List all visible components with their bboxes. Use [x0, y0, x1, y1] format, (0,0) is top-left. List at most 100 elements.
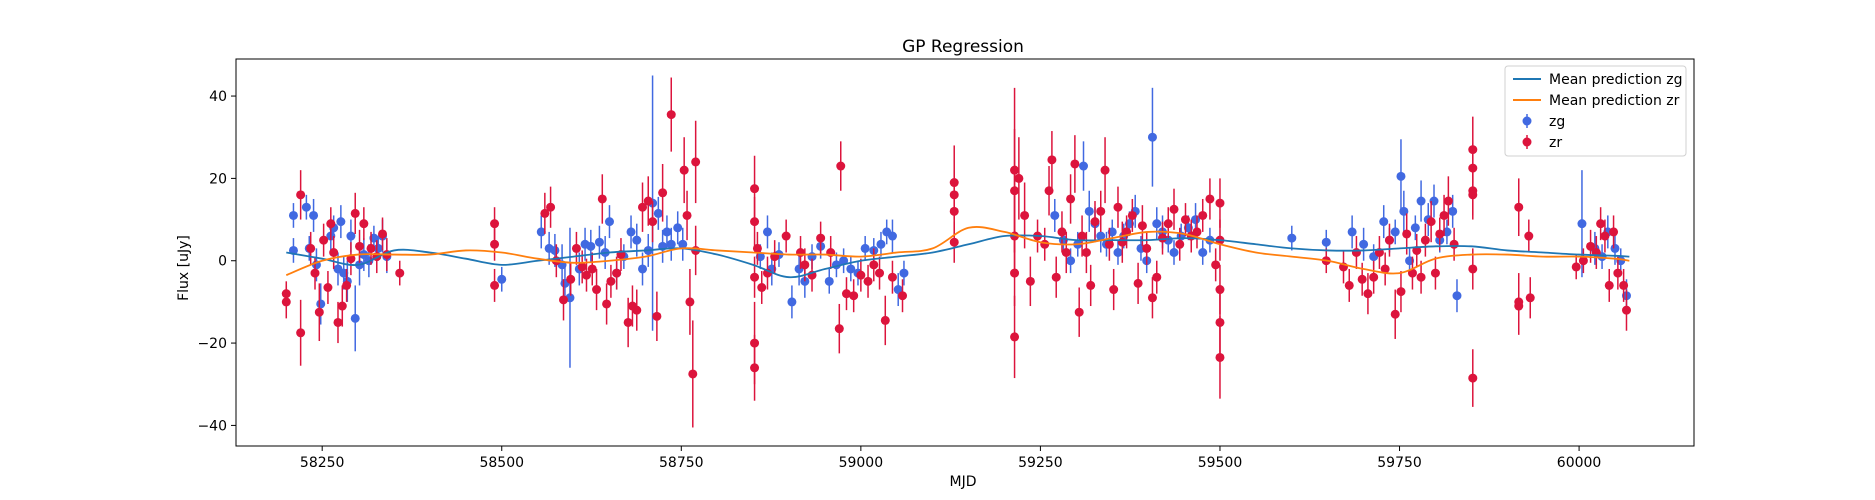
zr-point	[1113, 202, 1123, 212]
y-tick-label: 20	[209, 171, 227, 187]
zg-point	[887, 231, 897, 241]
zr-point	[816, 233, 826, 243]
zr-point	[1211, 260, 1221, 270]
x-tick-label: 60000	[1557, 455, 1602, 471]
zr-point	[752, 243, 762, 253]
zg-point	[824, 276, 834, 286]
zr-point	[581, 270, 591, 280]
zg-point	[1396, 171, 1406, 181]
zg-point	[1448, 206, 1458, 216]
zr-point	[1384, 235, 1394, 245]
zr-point	[1025, 276, 1035, 286]
zr-point	[1468, 190, 1478, 200]
zr-point	[378, 229, 388, 239]
zr-point	[1420, 235, 1430, 245]
zg-point	[678, 239, 688, 249]
zr-point	[566, 274, 576, 284]
zr-point	[1169, 204, 1179, 214]
legend-label: Mean prediction zg	[1549, 72, 1683, 88]
line-mean-prediction-zr	[285, 226, 1630, 276]
zr-point	[1407, 268, 1417, 278]
zr-point	[329, 248, 339, 257]
zr-point	[1175, 239, 1185, 249]
zg-point	[1084, 206, 1094, 216]
zr-point	[863, 276, 873, 286]
zr-point	[1416, 272, 1426, 282]
zg-point	[316, 299, 326, 309]
zr-point	[559, 295, 569, 305]
x-tick-label: 59000	[839, 455, 884, 471]
zg-point	[632, 235, 642, 245]
zr-point	[571, 243, 581, 253]
zr-point	[296, 190, 306, 200]
zr-point	[1010, 332, 1020, 342]
chart-title: GP Regression	[902, 37, 1024, 57]
zr-point	[1100, 165, 1110, 175]
zr-point	[597, 194, 607, 204]
zr-point	[1086, 280, 1096, 290]
zr-point	[326, 219, 336, 229]
zr-point	[1351, 248, 1361, 257]
zr-point	[592, 285, 602, 295]
x-tick-label: 58500	[479, 455, 524, 471]
y-tick-label: −20	[197, 336, 227, 352]
zr-point	[781, 231, 791, 241]
zr-point	[1215, 352, 1225, 362]
zg-point	[586, 241, 596, 251]
zr-point	[1163, 219, 1173, 229]
zr-point	[1524, 231, 1534, 241]
zr-point	[540, 208, 550, 218]
zr-point	[1070, 159, 1080, 169]
zr-point	[1192, 227, 1202, 237]
zg-point	[673, 223, 683, 233]
zr-point	[685, 297, 695, 307]
zr-point	[750, 217, 760, 227]
x-tick-label: 59500	[1198, 455, 1243, 471]
zr-point	[1468, 264, 1478, 274]
x-tick-label: 58750	[659, 455, 704, 471]
line-mean-prediction-zg	[286, 234, 1630, 279]
zr-point	[310, 268, 320, 278]
zr-point	[306, 243, 316, 253]
zr-point	[319, 235, 329, 245]
zr-point	[796, 248, 806, 257]
zr-point	[1074, 307, 1084, 317]
plot-area: 58250 58500 58750 59000 59250 59500 59750 60000…	[197, 58, 1695, 471]
legend-label: zg	[1549, 114, 1565, 130]
zr-point	[490, 219, 500, 229]
zr-point	[1369, 272, 1379, 282]
zr-point	[1137, 221, 1147, 231]
zr-point	[296, 328, 306, 338]
zr-point	[1215, 198, 1225, 208]
zr-point	[643, 196, 653, 206]
zr-point	[333, 317, 343, 327]
zr-point	[750, 363, 760, 373]
y-tick-label: 0	[218, 254, 227, 270]
zg-point	[787, 297, 797, 307]
zr-point	[658, 188, 668, 198]
zr-point	[869, 260, 879, 270]
zr-point	[856, 270, 866, 280]
zg-point	[1410, 223, 1420, 233]
zr-point	[1468, 373, 1478, 383]
zr-point	[490, 239, 500, 249]
zr-point	[1133, 278, 1143, 288]
zr-point	[1600, 231, 1610, 241]
zr-point	[281, 297, 291, 307]
zr-point	[1435, 229, 1445, 239]
zr-point	[1514, 202, 1524, 212]
zg-point	[1050, 210, 1060, 220]
plot-frame	[235, 58, 1695, 447]
zr-point	[1402, 229, 1412, 239]
zr-point	[679, 165, 689, 175]
zr-point	[1040, 239, 1050, 249]
zr-point	[632, 305, 642, 315]
legend-box	[1504, 65, 1687, 157]
zr-point	[395, 268, 405, 278]
zr-point	[1066, 194, 1076, 204]
zr-point	[1198, 210, 1208, 220]
zr-point	[1109, 285, 1119, 295]
zg-point	[604, 217, 614, 227]
zr-point	[1514, 301, 1524, 311]
zg-point	[309, 210, 319, 220]
